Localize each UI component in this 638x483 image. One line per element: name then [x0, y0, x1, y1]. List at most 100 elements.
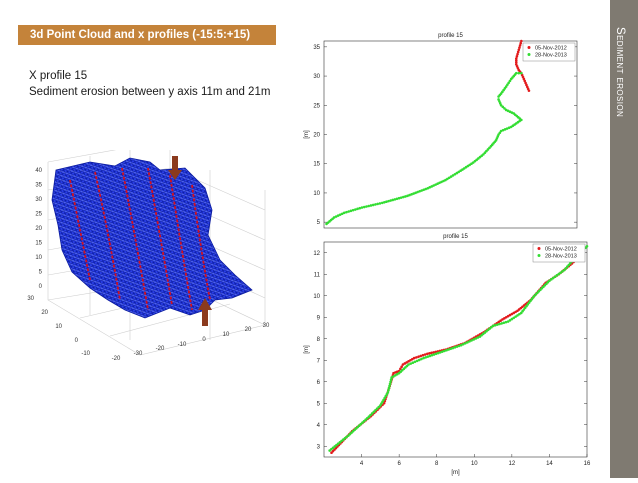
- data-point: [514, 57, 518, 60]
- plot-area: [323, 241, 588, 458]
- data-point: [503, 317, 506, 320]
- data-point: [506, 314, 510, 318]
- data-point: [518, 312, 521, 316]
- x-tick-label: 30: [263, 323, 270, 329]
- data-point: [424, 187, 428, 191]
- data-point: [488, 146, 491, 150]
- data-point: [443, 349, 446, 353]
- data-point: [508, 313, 512, 317]
- data-point: [387, 386, 391, 390]
- profile-chart-bottom: profile 15 3 4 5 6 7 8 9 10 11 12 4 6 8 10 12 14 16 [m] [m]…: [297, 233, 592, 478]
- data-point: [430, 185, 433, 188]
- data-point: [332, 216, 336, 219]
- data-point: [367, 415, 371, 418]
- data-point: [515, 55, 519, 58]
- data-point: [382, 401, 386, 405]
- erosion-description: Sediment erosion between y axis 11m and …: [29, 86, 271, 98]
- y-tick-label: 15: [313, 162, 320, 168]
- data-point: [508, 319, 512, 322]
- data-point: [498, 322, 501, 326]
- data-point: [502, 321, 506, 325]
- data-point: [417, 355, 420, 358]
- data-point: [428, 186, 431, 189]
- data-point: [483, 151, 487, 155]
- data-point: [415, 359, 419, 363]
- z-tick-label: 40: [35, 168, 42, 174]
- data-point: [420, 189, 423, 192]
- data-point: [436, 182, 439, 186]
- data-point: [374, 408, 377, 412]
- data-point: [516, 52, 519, 56]
- data-point: [371, 203, 375, 207]
- y-tick-label: 4: [317, 423, 321, 429]
- data-point: [551, 276, 555, 280]
- x-tick-label: -20: [112, 356, 121, 362]
- data-point: [567, 263, 571, 267]
- data-point: [451, 174, 455, 177]
- data-point: [550, 278, 553, 281]
- data-point: [495, 137, 499, 140]
- x-tick-label: 20: [245, 327, 252, 333]
- data-point: [524, 81, 527, 85]
- data-point: [380, 201, 384, 205]
- data-point: [510, 312, 514, 316]
- data-point: [391, 198, 395, 202]
- data-point: [519, 41, 523, 45]
- legend-box: [532, 243, 586, 263]
- data-point: [515, 65, 519, 68]
- data-point: [453, 172, 457, 176]
- data-point: [409, 362, 412, 365]
- data-point: [430, 353, 434, 357]
- legend-marker: [537, 254, 541, 257]
- legend-box: [522, 42, 576, 62]
- data-point: [422, 356, 425, 360]
- data-point: [498, 100, 501, 103]
- data-point: [517, 48, 521, 52]
- data-point: [438, 181, 441, 185]
- data-point: [455, 171, 459, 175]
- y-tick-label: 0: [75, 338, 79, 344]
- data-point: [400, 365, 403, 368]
- data-point: [354, 208, 357, 211]
- point-cloud-plot: 40 35 30 25 20 15 10 5 0 30 20 10 0 -10 -20 -30 -20 -10…: [27, 139, 270, 362]
- data-point: [517, 71, 521, 75]
- series-05-Nov-2012: [514, 39, 531, 92]
- data-point: [399, 196, 403, 199]
- legend-label: 05-Nov-2012: [545, 247, 577, 253]
- arrow-down-icon: [168, 156, 182, 180]
- data-point: [389, 199, 392, 202]
- y-tick-label: 20: [313, 133, 320, 139]
- data-point: [457, 170, 461, 174]
- data-point: [507, 126, 511, 130]
- data-point: [512, 316, 516, 320]
- data-point: [504, 315, 508, 319]
- data-point: [417, 358, 421, 362]
- x-tick-label: -30: [134, 351, 143, 357]
- data-point: [518, 46, 521, 49]
- data-point: [491, 324, 495, 328]
- x-tick-labels: -20 -30 -20 -10 0 10 20 30: [112, 323, 270, 362]
- data-point: [482, 153, 485, 156]
- x-tick-label: 6: [397, 461, 401, 467]
- data-point: [496, 135, 500, 138]
- data-point: [526, 87, 530, 91]
- y-tick-label: 5: [317, 220, 321, 226]
- data-point: [378, 202, 382, 205]
- data-point: [395, 197, 399, 201]
- chart-title: profile 15: [443, 234, 468, 240]
- data-point: [410, 357, 414, 361]
- y-tick-label: 20: [41, 310, 48, 316]
- data-point: [426, 352, 429, 356]
- data-point: [434, 352, 438, 356]
- data-point: [408, 193, 411, 197]
- data-point: [377, 405, 381, 409]
- data-point: [569, 261, 572, 265]
- series-28-Nov-2013: [325, 71, 523, 226]
- data-point: [447, 176, 451, 180]
- data-point: [436, 351, 440, 355]
- data-point: [563, 268, 566, 272]
- data-point: [358, 206, 362, 210]
- data-point: [521, 75, 525, 79]
- data-point: [385, 200, 388, 204]
- series-28-Nov-2013: [328, 245, 589, 452]
